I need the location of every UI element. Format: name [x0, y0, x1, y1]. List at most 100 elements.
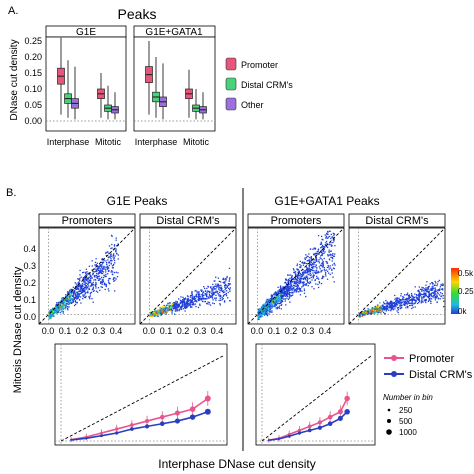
density-bin	[87, 282, 89, 284]
density-bin	[328, 259, 331, 261]
density-bin	[262, 304, 264, 306]
density-bin	[434, 293, 436, 296]
density-bin	[173, 307, 175, 310]
density-bin	[191, 300, 193, 302]
density-bin	[86, 291, 88, 294]
density-bin	[175, 307, 177, 310]
density-bin	[88, 288, 91, 290]
density-bin	[399, 307, 401, 309]
density-bin	[174, 310, 176, 312]
density-bin	[333, 281, 335, 283]
density-bin	[407, 294, 410, 296]
density-bin	[324, 273, 327, 275]
density-bin	[220, 295, 222, 297]
density-bin	[309, 272, 311, 274]
density-bin	[84, 281, 86, 283]
density-bin	[310, 264, 313, 266]
density-bin	[276, 306, 279, 308]
density-bin	[105, 271, 107, 273]
density-bin	[393, 302, 396, 304]
density-bin	[208, 294, 211, 296]
density-bin	[393, 303, 396, 305]
density-bin	[291, 281, 293, 283]
density-bin	[425, 301, 427, 304]
density-bin	[170, 307, 172, 309]
density-bin	[191, 298, 193, 300]
density-bin	[397, 302, 400, 304]
density-bin	[153, 315, 155, 317]
density-bin	[258, 310, 260, 312]
density-bin	[62, 297, 65, 300]
density-bin	[54, 307, 57, 309]
density-bin	[91, 298, 93, 300]
density-bin	[62, 306, 64, 308]
density-bin	[262, 311, 264, 313]
density-bin	[291, 294, 294, 296]
density-bin	[178, 309, 180, 311]
density-bin	[425, 294, 427, 297]
density-bin	[98, 277, 100, 280]
density-bin	[224, 284, 227, 287]
density-bin	[214, 297, 216, 299]
density-bin	[297, 276, 299, 278]
density-bin	[88, 281, 90, 283]
density-bin	[270, 297, 273, 300]
density-bin	[259, 316, 261, 318]
density-bin	[103, 259, 105, 261]
density-bin	[173, 304, 176, 307]
density-bin	[294, 282, 296, 284]
density-bin	[95, 283, 97, 285]
density-bin	[115, 237, 117, 239]
density-bin	[305, 276, 308, 279]
density-bin	[150, 315, 152, 317]
group-title-g1e: G1E Peaks	[107, 194, 168, 208]
density-bin	[169, 309, 172, 311]
density-bin	[326, 262, 328, 264]
density-bin	[92, 288, 94, 290]
density-bin	[110, 262, 112, 264]
density-bin	[359, 315, 361, 317]
density-bin	[219, 297, 221, 300]
density-bin	[390, 309, 392, 312]
density-bin	[261, 306, 264, 308]
density-bin	[171, 312, 173, 314]
density-bin	[72, 291, 74, 293]
density-bin	[84, 277, 86, 279]
density-bin	[48, 314, 51, 316]
density-bin	[427, 296, 429, 298]
density-bin	[188, 304, 190, 307]
density-bin	[259, 313, 262, 315]
density-bin	[329, 253, 332, 255]
density-bin	[101, 272, 104, 275]
density-bin	[412, 302, 414, 304]
density-bin	[77, 285, 80, 288]
density-bin	[408, 295, 410, 297]
density-bin	[422, 289, 424, 292]
density-bin	[49, 317, 52, 319]
density-bin	[333, 233, 336, 235]
density-bin	[68, 297, 70, 299]
density-bin	[376, 311, 378, 313]
density-bin	[51, 312, 54, 314]
density-bin	[370, 310, 372, 312]
density-bin	[111, 271, 114, 273]
density-bin	[404, 299, 406, 301]
density-bin	[414, 293, 416, 295]
density-bin	[296, 285, 299, 287]
density-bin	[73, 293, 75, 296]
density-bin	[167, 306, 169, 309]
density-bin	[430, 302, 432, 305]
density-bin	[81, 288, 84, 291]
density-bin	[261, 310, 264, 312]
density-bin	[423, 292, 425, 294]
density-bin	[432, 283, 434, 285]
density-bin	[222, 278, 224, 280]
density-bin	[434, 299, 437, 301]
density-bin	[437, 293, 439, 295]
density-bin	[210, 292, 213, 294]
density-bin	[59, 304, 61, 307]
density-bin	[198, 297, 200, 299]
density-bin	[321, 262, 323, 265]
density-bin	[419, 294, 421, 296]
density-bin	[271, 311, 273, 313]
